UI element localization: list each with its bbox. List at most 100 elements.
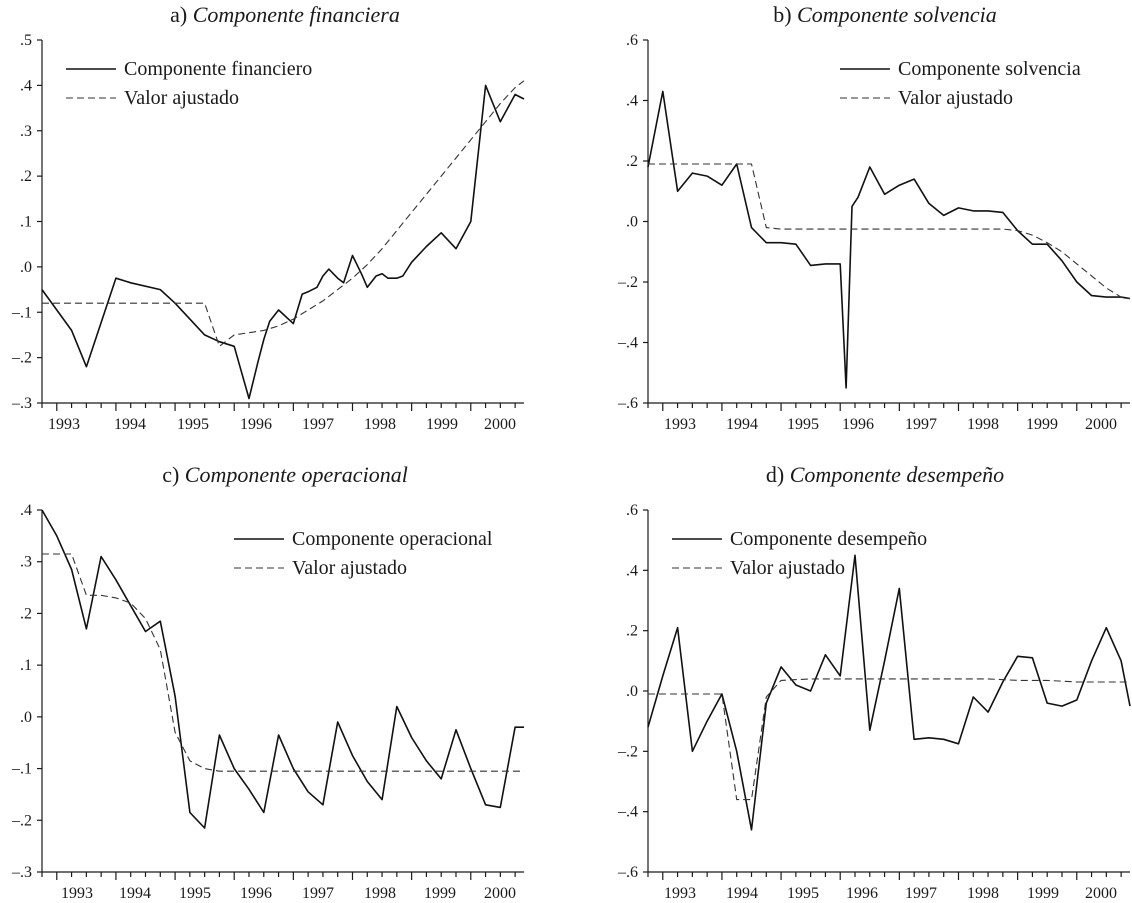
panel-c-legend-label: Componente operacional — [292, 528, 493, 550]
panel-a-y-tick-label: .5 — [20, 32, 32, 49]
panel-a-x-tick-label: 1996 — [240, 416, 272, 433]
panel-c-legend: Componente operacional Valor ajustado — [234, 528, 493, 579]
panel-b-y-tick-label: .0 — [626, 214, 638, 231]
panel-d: d) Componente desempeño –.6 –.4 –.2 .0 .2 .4 .6… — [617, 462, 1131, 902]
panel-a-y-tick-label: .2 — [20, 168, 32, 185]
panel-c-legend-label: Valor ajustado — [292, 557, 407, 579]
panel-c-y-tick-label: .2 — [20, 605, 32, 622]
panel-c-x-tick-label: 1995 — [179, 885, 211, 902]
panel-d-y-tick-label: .0 — [626, 683, 638, 700]
panel-b-x-tick-label: 1998 — [967, 416, 999, 433]
panel-d-y-tick-label: .6 — [626, 502, 638, 519]
panel-b-title: b) Componente solvencia — [773, 2, 997, 27]
panel-d-y-tick-label: .2 — [626, 623, 638, 640]
panel-c: c) Componente operacional –.3 –.2 –.1 .0 .1 .2… — [11, 462, 524, 902]
panel-d-y-tick-label: .4 — [626, 562, 638, 579]
panel-d-title-prefix: d) — [766, 462, 790, 487]
panel-b-y-tick-label: –.4 — [617, 335, 638, 352]
panel-d-title-main: Componente desempeño — [790, 462, 1004, 487]
panel-a-x-tick-label: 1998 — [364, 416, 396, 433]
panel-d-x-tick-label: 1997 — [905, 885, 937, 902]
panel-d-x-tick-label: 1996 — [846, 885, 878, 902]
panel-c-series-observed-line — [41, 509, 524, 829]
panel-b-y-tick-label: .4 — [626, 93, 638, 110]
panel-a-y-tick-label: –.3 — [11, 395, 32, 412]
panel-a-x-tick-label: 1995 — [177, 416, 209, 433]
panel-b-y-tick-label: –.6 — [617, 395, 638, 412]
panel-b-x-tick-label: 1996 — [842, 416, 874, 433]
panel-a-x-tick-label: 1993 — [48, 416, 80, 433]
panel-c-y-tick-label: –.2 — [11, 812, 32, 829]
panel-a-x-tick-label: 1997 — [302, 416, 334, 433]
panel-d-x-tick-label: 1994 — [726, 885, 758, 902]
panel-a-x-tick-label: 1999 — [426, 416, 458, 433]
panel-a-legend-label: Valor ajustado — [124, 87, 239, 109]
panel-a-y-tick-label: .4 — [20, 77, 32, 94]
panel-b: b) Componente solvencia –.6 –.4 –.2 .0 .2 .4 .6… — [617, 2, 1131, 433]
panel-a-x-tick-label: 2000 — [484, 416, 516, 433]
panel-a-y-tick-label: .0 — [20, 259, 32, 276]
panel-c-series-fitted-line — [42, 553, 524, 772]
panel-b-series-observed-line — [647, 90, 1131, 389]
panel-d-y-tick-label: –.2 — [617, 743, 638, 760]
panel-c-x-tick-label: 1993 — [61, 885, 93, 902]
panel-b-y-tick-label: –.2 — [617, 274, 638, 291]
panel-d-series-fitted-line — [648, 678, 1130, 801]
panel-d-series-observed-line — [647, 554, 1131, 831]
panel-c-x-tick-label: 1994 — [119, 885, 151, 902]
panel-a-y-tick-label: –.2 — [11, 350, 32, 367]
panel-d-title: d) Componente desempeño — [766, 462, 1004, 487]
panel-a-y-tick-label: .3 — [20, 123, 32, 140]
panel-a-title: a) Componente financiera — [170, 2, 400, 27]
panel-d-legend: Componente desempeño Valor ajustado — [672, 528, 927, 579]
panel-b-y-tick-label: .6 — [626, 32, 638, 49]
panel-d-legend-label: Valor ajustado — [730, 557, 845, 579]
panel-c-x-tick-label: 1996 — [240, 885, 272, 902]
panel-b-legend: Componente solvencia Valor ajustado — [840, 58, 1081, 109]
panel-d-x-tick-label: 2000 — [1085, 885, 1117, 902]
panel-a-series-fitted-line — [42, 80, 525, 348]
panel-b-x-tick-label: 1994 — [726, 416, 758, 433]
panel-d-y-tick-label: –.4 — [617, 804, 638, 821]
panel-c-title-prefix: c) — [162, 462, 185, 487]
panel-c-x-tick-label: 1999 — [424, 885, 456, 902]
panel-a-legend: Componente financiero Valor ajustado — [66, 58, 312, 109]
panel-c-x-tick-label: 2000 — [484, 885, 516, 902]
panel-d-y-tick-label: –.6 — [617, 864, 638, 881]
panel-a-series-observed-line — [41, 84, 525, 400]
panel-a-title-prefix: a) — [170, 2, 193, 27]
panel-b-x-tick-label: 1999 — [1026, 416, 1058, 433]
panel-b-legend-label: Valor ajustado — [898, 87, 1013, 109]
panel-b-x-tick-label: 1993 — [664, 416, 696, 433]
panel-c-title: c) Componente operacional — [162, 462, 408, 487]
panel-c-y-tick-label: –.1 — [11, 761, 32, 778]
panel-c-title-main: Componente operacional — [185, 462, 408, 487]
panel-b-title-prefix: b) — [773, 2, 797, 27]
panel-a: a) Componente financiera –.3 –.2 –.1 .0 .1 .2.… — [11, 2, 525, 433]
panel-c-x-tick-label: 1998 — [364, 885, 396, 902]
panel-a-x-tick-label: 1994 — [114, 416, 146, 433]
panel-b-legend-label: Componente solvencia — [898, 58, 1081, 80]
panel-d-x-tick-label: 1999 — [1027, 885, 1059, 902]
panel-c-y-tick-label: .1 — [20, 657, 32, 674]
panel-a-y-tick-label: .1 — [20, 214, 32, 231]
panel-d-x-tick-label: 1995 — [787, 885, 819, 902]
panel-c-x-tick-label: 1997 — [302, 885, 334, 902]
panel-c-y-tick-label: .3 — [20, 554, 32, 571]
panel-b-title-main: Componente solvencia — [797, 2, 997, 27]
panel-c-y-tick-label: .4 — [20, 502, 32, 519]
panel-b-y-tick-label: .2 — [626, 153, 638, 170]
panel-d-legend-label: Componente desempeño — [730, 528, 927, 550]
panel-c-y-tick-label: –.3 — [11, 864, 32, 881]
panel-b-x-tick-label: 1995 — [787, 416, 819, 433]
panel-c-y-tick-label: .0 — [20, 709, 32, 726]
panel-d-x-tick-label: 1993 — [664, 885, 696, 902]
panel-a-y-tick-label: –.1 — [11, 304, 32, 321]
panel-a-legend-label: Componente financiero — [124, 58, 312, 80]
panel-d-x-tick-label: 1998 — [967, 885, 999, 902]
panel-a-title-main: Componente financiera — [193, 2, 400, 27]
panel-b-x-tick-label: 1997 — [905, 416, 937, 433]
panel-b-x-tick-label: 2000 — [1085, 416, 1117, 433]
panel-b-series-fitted-line — [648, 163, 1131, 300]
